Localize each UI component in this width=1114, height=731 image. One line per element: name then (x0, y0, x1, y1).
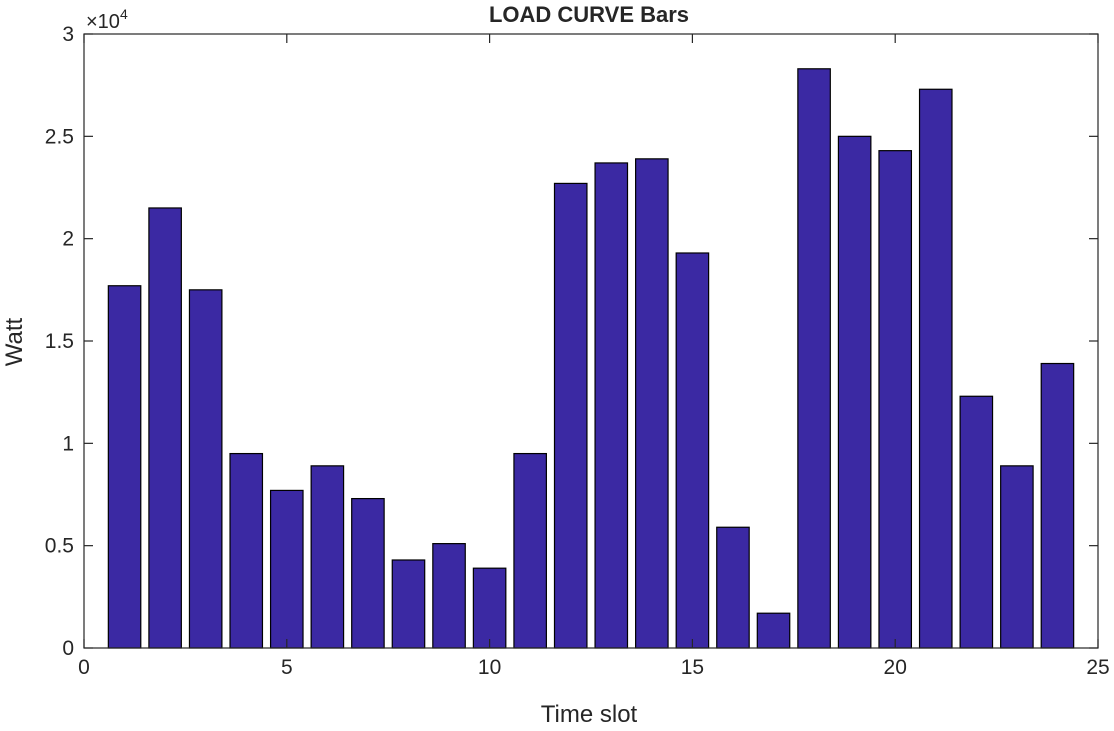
y-tick-label: 2.5 (45, 125, 74, 148)
y-tick-label: 0.5 (45, 535, 74, 558)
bar-slot-2 (148, 207, 182, 649)
x-tick-label: 25 (1086, 656, 1109, 679)
bar-slot-3 (188, 289, 223, 649)
bar-slot-8 (391, 559, 426, 649)
y-tick-label: 1 (62, 432, 74, 455)
bar-slot-24 (1040, 362, 1075, 649)
bar-slot-17 (756, 612, 791, 649)
bar-slot-4 (229, 452, 264, 649)
bar-slot-9 (432, 543, 466, 649)
bar-slot-20 (878, 150, 913, 649)
axis-ticks: 0 5 10 15 20 25 0 0.5 1 1.5 2 2.5 3 (45, 23, 1110, 679)
bar-slot-14 (635, 158, 669, 649)
bar-slot-6 (310, 465, 345, 649)
x-tick-label: 0 (78, 656, 90, 679)
bar-slot-18 (797, 68, 831, 649)
y-axis-label: Watt (1, 317, 28, 366)
bar-slot-19 (837, 135, 872, 649)
bar-slot-5 (269, 489, 304, 649)
x-axis-label: Time slot (541, 701, 638, 726)
x-tick-label: 15 (681, 656, 704, 679)
bar-slot-21 (918, 88, 953, 649)
y-exponent-label: ×104 (86, 6, 128, 33)
bar-slot-11 (513, 452, 547, 649)
bar-group (107, 68, 1075, 649)
y-tick-label: 3 (62, 23, 74, 46)
bar-slot-10 (472, 567, 507, 649)
bar-slot-15 (675, 252, 710, 649)
bar-slot-23 (1000, 465, 1034, 649)
chart-title: LOAD CURVE Bars (489, 2, 689, 27)
bar-slot-13 (594, 162, 629, 649)
x-tick-label: 5 (281, 656, 293, 679)
bar-slot-7 (351, 497, 385, 649)
y-tick-label: 1.5 (45, 330, 74, 353)
x-tick-label: 10 (478, 656, 501, 679)
x-tick-label: 20 (884, 656, 907, 679)
bar-slot-16 (716, 526, 750, 649)
bar-slot-1 (107, 285, 142, 649)
y-tick-label: 0 (62, 637, 74, 660)
y-tick-label: 2 (62, 228, 74, 251)
bar-slot-12 (553, 182, 588, 649)
bar-slot-22 (959, 395, 994, 649)
